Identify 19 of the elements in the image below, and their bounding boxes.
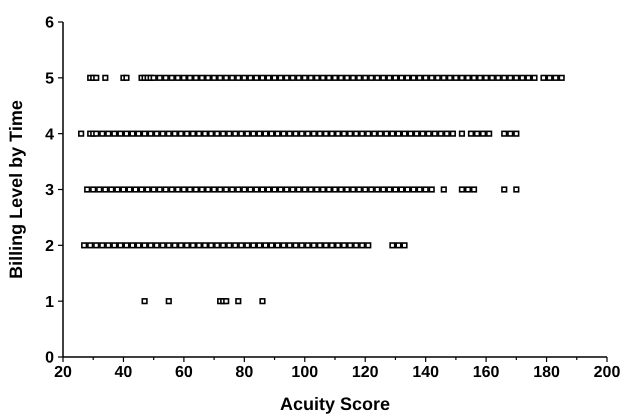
y-tick-label: 0: [45, 350, 54, 367]
x-axis-title: Acuity Score: [280, 394, 390, 414]
x-tick-label: 100: [291, 364, 318, 381]
x-tick-label: 120: [352, 364, 379, 381]
x-tick-label: 140: [412, 364, 440, 381]
x-tick-label: 80: [235, 364, 254, 381]
y-tick-label: 5: [45, 70, 54, 88]
y-tick-label: 1: [45, 294, 54, 311]
x-tick-label: 200: [594, 364, 620, 381]
x-tick-label: 20: [54, 364, 72, 381]
y-tick-label: 6: [45, 14, 54, 32]
y-axis-title: Billing Level by Time: [6, 100, 26, 279]
x-tick-label: 40: [114, 364, 132, 381]
y-tick-label: 3: [45, 182, 54, 200]
y-tick-label: 2: [45, 238, 54, 255]
x-tick-label: 60: [174, 364, 193, 381]
x-tick-label: 180: [533, 364, 560, 381]
y-tick-label: 4: [45, 126, 54, 144]
x-tick-label: 160: [472, 364, 500, 381]
